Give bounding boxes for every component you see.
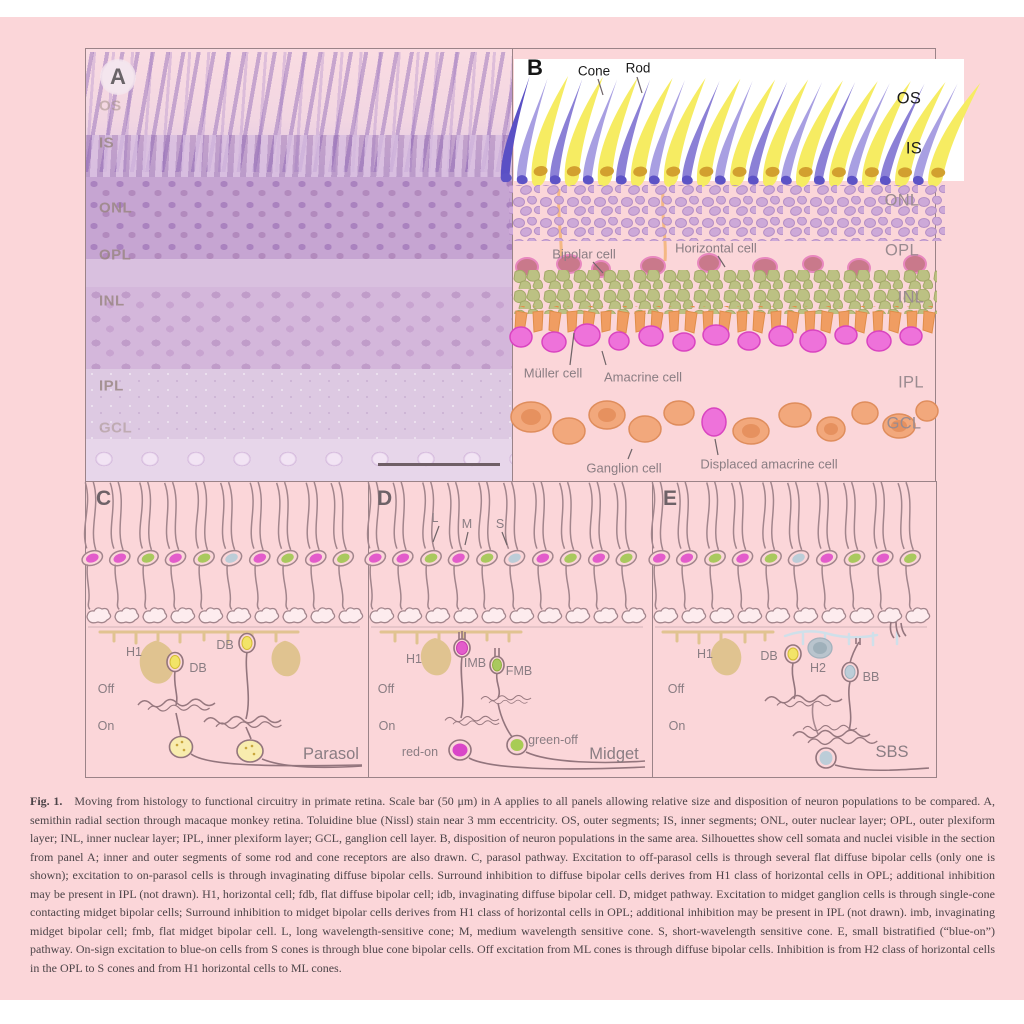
h1-horizontal-cell [379,630,523,676]
onl-nuclei [509,185,945,241]
ganglion-cells [510,400,939,445]
d-green-off-label: green-off [528,732,578,747]
panel-a-letter: A [100,59,136,95]
d-pathway-label: Midget [589,744,639,763]
pedicle-row [86,607,364,624]
c-on-label: On [97,718,115,733]
db-somas [166,632,256,673]
e-pathway-label: SBS [875,742,909,761]
b-layer-opl: OPL [885,241,919,260]
scale-bar [378,463,500,466]
d-off-label: Off [377,681,395,696]
e-off-label: Off [667,681,685,696]
panel-b-illustration: B Cone Rod OS IS ONL OPL INL IPL GCL Bip… [499,48,981,482]
d-cone-m-label: M [461,516,473,531]
layer-label-gcl: GCL [99,419,133,437]
panel-c-parasol: C H1 DB DB Off On Parasol [75,480,369,778]
d-imb-label: IMB [463,655,487,670]
displaced-amacrine-cell-label: Displaced amacrine cell [700,456,838,472]
histology-inner-segments-texture [86,135,512,181]
lms-pointer-lines [432,525,508,546]
d-cone-l-label: L [431,510,439,525]
c-h1-label: H1 [126,644,142,659]
figure-caption: Fig. 1. Moving from histology to functio… [30,792,995,977]
panel-b-drawing [499,59,981,460]
panel-c-drawing [75,480,364,769]
muller-cell-label: Müller cell [523,365,583,381]
photoreceptor-row [642,480,930,612]
panel-a-histology: A OS IS ONL OPL INL IPL GCL [85,48,513,482]
b-layer-os: OS [896,89,922,108]
layer-label-ipl: IPL [99,377,124,395]
panel-e-letter: E [663,487,678,510]
pointer-lines [569,76,726,460]
d-red-on-label: red-on [401,744,439,759]
histology-onl-texture [86,177,512,259]
d-on-label: On [378,718,396,733]
rod-label: Rod [625,60,651,76]
sbs-bipolar-somas [784,644,859,683]
b-layer-inl: INL [897,288,925,307]
panel-e-sbs: E H1 DB H2 BB Off On SBS [642,480,937,778]
panel-b-letter: B [527,55,543,80]
e-h1-label: H1 [697,646,713,661]
d-h1-label: H1 [406,651,422,666]
midget-ganglion-somas [448,734,528,761]
amacrine-cells [509,323,923,353]
layer-label-onl: ONL [99,199,133,217]
h1-horizontal-cell [661,630,775,676]
e-db-label: DB [760,648,778,663]
b-layer-ipl: IPL [898,373,924,392]
d-fmb-label: FMB [505,663,533,678]
ganglion-cell-label: Ganglion cell [586,460,662,476]
horizontal-cell-label: Horizontal cell [675,240,757,256]
h2-horizontal-cell [783,630,899,659]
midget-bipolar-somas [453,638,505,675]
c-db-left-label: DB [189,660,207,675]
cone-label: Cone [577,63,611,79]
sbs-ganglion-soma [815,747,837,769]
histology-opl-texture [86,259,512,287]
d-cone-s-label: S [495,516,505,531]
e-bb-label: BB [862,669,880,684]
photoreceptor-row [358,480,646,612]
figure-caption-body: Moving from histology to functional circ… [30,794,995,975]
b-layer-onl: ONL [884,191,920,210]
parasol-ganglion-somas [168,735,264,763]
histology-ipl-texture [86,369,512,439]
layer-label-is: IS [99,134,115,152]
layer-label-inl: INL [99,292,125,310]
c-off-label: Off [97,681,115,696]
panel-d-letter: D [377,487,393,510]
b-layer-gcl: GCL [886,414,922,433]
c-db-right-label: DB [216,637,234,652]
pedicle-row [653,607,931,624]
panel-d-drawing [358,480,647,770]
c-pathway-label: Parasol [303,744,359,763]
e-h2-label: H2 [810,660,826,675]
panel-c-letter: C [96,487,112,510]
layer-label-opl: OPL [99,246,132,264]
photoreceptor-row [75,480,363,612]
b-layer-is: IS [905,139,923,158]
histology-gcl-texture [86,439,512,481]
e-on-label: On [668,718,686,733]
layer-label-os: OS [99,97,122,115]
displaced-amacrine-cell-shape [701,407,727,437]
histology-inl-texture [86,287,512,369]
bipolar-cell-label: Bipolar cell [552,246,616,262]
panel-e-drawing [642,480,931,772]
figure-caption-number: Fig. 1. [30,794,63,808]
amacrine-cell-label: Amacrine cell [603,369,683,385]
pedicle-row [369,607,647,624]
panel-d-midget: D L M S H1 IMB FMB Off On red-on green-o… [358,480,653,778]
